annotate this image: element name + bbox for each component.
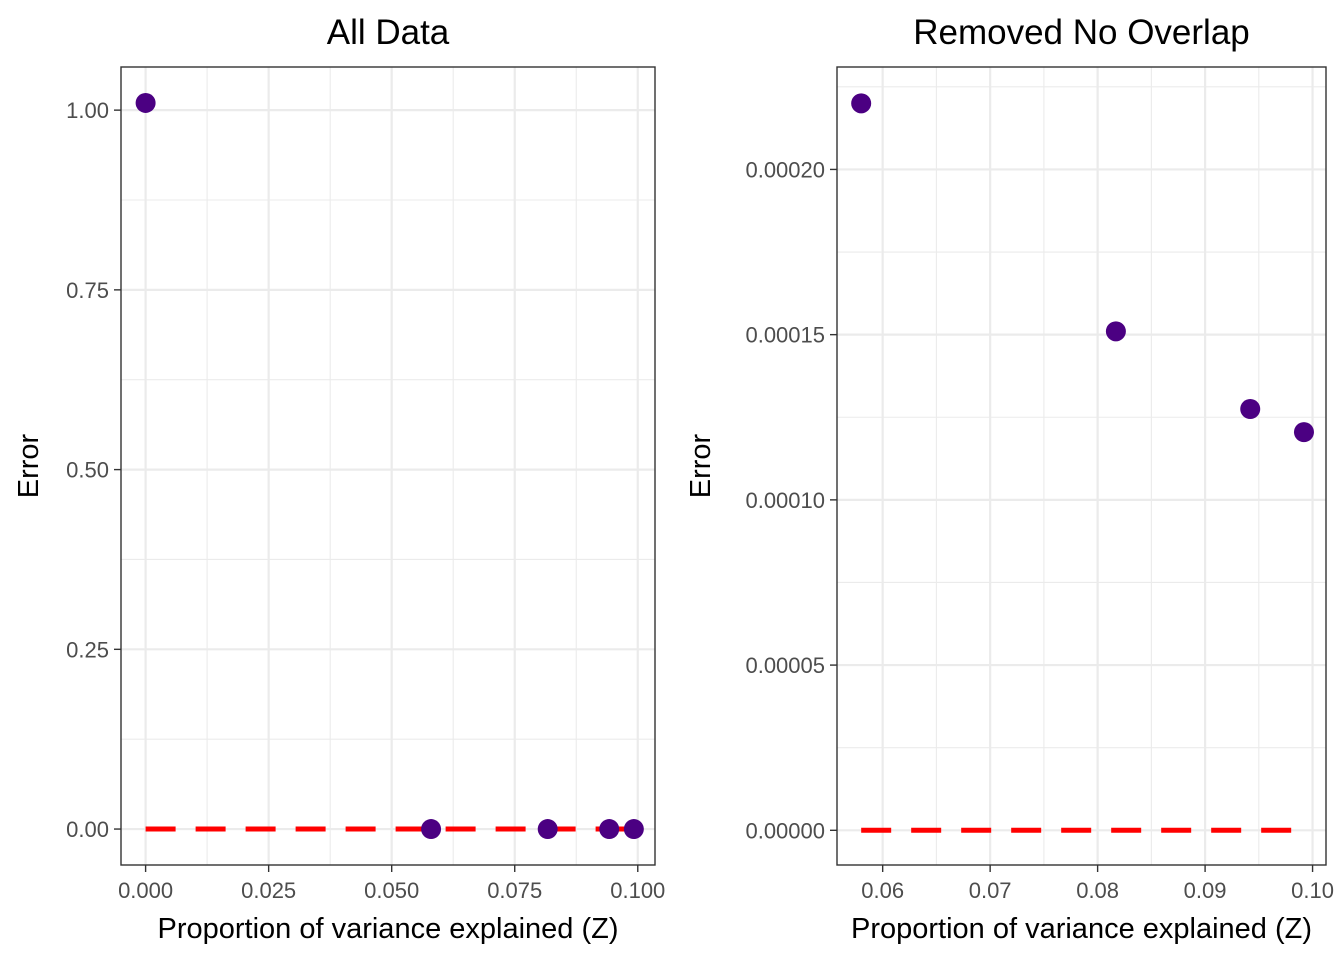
data-point	[537, 819, 558, 840]
data-point	[623, 819, 644, 840]
panel-title: Removed No Overlap	[913, 13, 1250, 52]
data-point	[599, 819, 620, 840]
data-point	[421, 819, 442, 840]
points-group	[135, 92, 644, 840]
x-tick-label: 0.08	[1076, 878, 1119, 903]
panel-grid	[121, 67, 655, 865]
panel-background	[837, 67, 1326, 865]
x-axis-label: Proportion of variance explained (Z)	[851, 913, 1312, 945]
x-tick-label: 0.06	[861, 878, 904, 903]
y-tick-label: 0.75	[66, 278, 109, 303]
x-tick-label: 0.025	[241, 878, 296, 903]
y-tick-label: 1.00	[66, 98, 109, 123]
x-tick-label: 0.100	[610, 878, 665, 903]
x-axis: 0.06 0.07 0.08 0.09 0.10	[861, 865, 1334, 903]
y-tick-label: 0.00010	[745, 488, 825, 513]
data-point	[1240, 399, 1261, 419]
y-tick-label: 0.00	[66, 817, 109, 842]
x-tick-label: 0.09	[1184, 878, 1227, 903]
y-tick-label: 0.50	[66, 458, 109, 483]
x-axis: 0.000 0.025 0.050 0.075 0.100	[118, 865, 665, 903]
panel-background	[121, 67, 655, 865]
y-tick-label: 0.00000	[745, 818, 825, 843]
x-axis-label: Proportion of variance explained (Z)	[157, 913, 618, 945]
y-axis-label: Error	[685, 433, 717, 498]
x-tick-label: 0.050	[364, 878, 419, 903]
x-tick-label: 0.07	[969, 878, 1012, 903]
y-tick-label: 0.25	[66, 637, 109, 662]
points-group	[851, 93, 1314, 443]
y-axis-label: Error	[13, 433, 45, 498]
x-tick-label: 0.10	[1291, 878, 1334, 903]
data-point	[135, 92, 156, 113]
data-point	[851, 93, 872, 114]
x-tick-label: 0.000	[118, 878, 173, 903]
data-point	[1293, 422, 1314, 443]
panel-grid	[837, 67, 1326, 865]
y-tick-label: 0.00015	[745, 323, 825, 348]
y-axis: 0.00000 0.00005 0.00010 0.00015 0.00020	[745, 157, 837, 843]
y-tick-label: 0.00005	[745, 653, 825, 678]
x-tick-label: 0.075	[487, 878, 542, 903]
y-axis: 0.00 0.25 0.50 0.75 1.00	[66, 98, 121, 842]
panel-all-data: 0.000 0.025 0.050 0.075 0.100 0.000.250.500.…	[13, 13, 665, 945]
panel-removed-no-overlap: 0.06 0.07 0.08 0.09 0.10 0.000000.000050.000…	[685, 13, 1334, 945]
panel-border	[120, 66, 656, 866]
data-point	[1105, 321, 1126, 342]
panel-border	[836, 66, 1327, 866]
y-tick-label: 0.00020	[745, 157, 825, 182]
panel-title: All Data	[327, 13, 450, 52]
